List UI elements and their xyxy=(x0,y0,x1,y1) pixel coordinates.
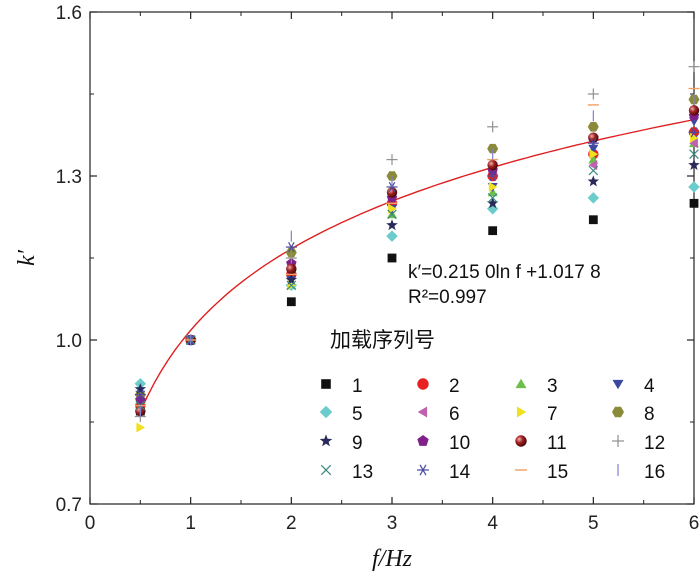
point-series-9 xyxy=(386,219,398,231)
point-series-12 xyxy=(285,252,297,264)
point-series-5 xyxy=(688,181,700,193)
x-tick-label: 3 xyxy=(387,513,398,534)
x-tick-label: 4 xyxy=(487,513,498,534)
x-tick-label: 0 xyxy=(85,513,96,534)
point-series-10 xyxy=(135,394,146,405)
point-series-11 xyxy=(386,187,398,198)
legend-marker-13 xyxy=(320,464,332,476)
fit-r-squared: R²=0.997 xyxy=(408,287,487,308)
legend-marker-4 xyxy=(612,379,624,390)
point-series-14 xyxy=(688,127,700,138)
fit-curve xyxy=(139,119,695,412)
point-series-1 xyxy=(286,297,296,307)
point-series-11 xyxy=(487,159,498,171)
point-series-13 xyxy=(286,280,297,291)
point-series-1 xyxy=(488,226,498,236)
point-series-11 xyxy=(688,105,700,116)
point-series-6 xyxy=(689,138,698,149)
legend-label-15: 15 xyxy=(547,462,568,483)
point-series-7 xyxy=(136,422,146,433)
legend-label-5: 5 xyxy=(352,404,363,425)
point-series-13 xyxy=(487,193,498,203)
legend-label-14: 14 xyxy=(449,462,471,483)
fit-equation: k′=0.215 0ln f +1.017 8 xyxy=(408,262,601,283)
legend-label-10: 10 xyxy=(449,433,470,454)
point-series-11 xyxy=(588,132,599,143)
point-series-11 xyxy=(286,263,297,275)
point-series-6 xyxy=(588,160,598,171)
point-series-14 xyxy=(134,389,146,400)
legend-marker-7 xyxy=(516,406,527,418)
x-tick-label: 2 xyxy=(286,513,297,534)
point-series-5 xyxy=(386,230,398,242)
x-tick-label: 6 xyxy=(689,513,700,534)
legend-marker-14 xyxy=(417,464,429,476)
y-tick-label: 0.7 xyxy=(56,495,82,516)
point-series-1 xyxy=(588,215,598,225)
legend-marker-6 xyxy=(417,406,428,418)
point-series-9 xyxy=(486,197,499,209)
legend-marker-5 xyxy=(319,405,333,419)
legend-label-12: 12 xyxy=(644,433,665,454)
x-tick-label: 5 xyxy=(588,513,599,534)
point-series-9 xyxy=(587,175,600,187)
legend-label-2: 2 xyxy=(449,376,460,397)
point-series-13 xyxy=(387,209,397,220)
point-series-8 xyxy=(587,122,599,132)
legend-label-6: 6 xyxy=(449,404,460,425)
legend-marker-12 xyxy=(612,435,624,447)
legend-label-11: 11 xyxy=(547,433,567,454)
point-series-7 xyxy=(388,203,397,214)
point-series-13 xyxy=(689,149,699,159)
y-tick-label: 1.0 xyxy=(56,331,82,352)
legend-marker-1 xyxy=(321,379,331,389)
legend-label-3: 3 xyxy=(547,376,558,397)
y-axis-title: k′ xyxy=(14,249,40,266)
point-series-1 xyxy=(689,198,699,208)
point-series-14 xyxy=(587,138,599,149)
legend-marker-2 xyxy=(417,378,429,390)
point-series-12 xyxy=(587,88,599,100)
point-series-12 xyxy=(386,154,398,166)
y-tick-label: 1.3 xyxy=(56,167,82,188)
point-series-12 xyxy=(688,61,700,73)
legend-label-1: 1 xyxy=(352,376,363,397)
point-series-3 xyxy=(487,187,498,197)
x-tick-label: 1 xyxy=(185,513,196,534)
point-series-14 xyxy=(487,170,499,182)
legend-label-13: 13 xyxy=(352,462,373,483)
point-series-12 xyxy=(487,121,499,133)
point-series-14 xyxy=(285,241,297,253)
legend-label-8: 8 xyxy=(644,404,655,425)
legend-marker-8 xyxy=(612,406,624,418)
point-series-7 xyxy=(589,149,599,160)
legend-marker-10 xyxy=(417,435,429,446)
point-series-9 xyxy=(134,383,147,395)
x-axis-title: f/Hz xyxy=(372,546,413,572)
point-series-1 xyxy=(387,253,397,263)
fit-curve-group xyxy=(139,119,695,412)
legend-label-9: 9 xyxy=(352,433,363,454)
point-series-9 xyxy=(285,273,298,285)
legend-marker-3 xyxy=(515,378,527,389)
data-points xyxy=(134,61,700,433)
legend-label-7: 7 xyxy=(547,404,558,425)
legend-title: 加载序列号 xyxy=(330,328,435,352)
legend-marker-11 xyxy=(515,435,527,447)
legend-marker-9 xyxy=(319,434,333,447)
point-series-13 xyxy=(588,165,599,176)
point-series-7 xyxy=(488,181,498,192)
legend-label-16: 16 xyxy=(644,462,665,483)
point-series-5 xyxy=(587,192,600,204)
y-tick-label: 1.6 xyxy=(56,3,82,24)
axis-ticks: 0 1 2 3 4 5 60.71.01.31.6 xyxy=(56,3,700,534)
legend-label-4: 4 xyxy=(644,376,655,397)
point-series-9 xyxy=(688,159,700,170)
